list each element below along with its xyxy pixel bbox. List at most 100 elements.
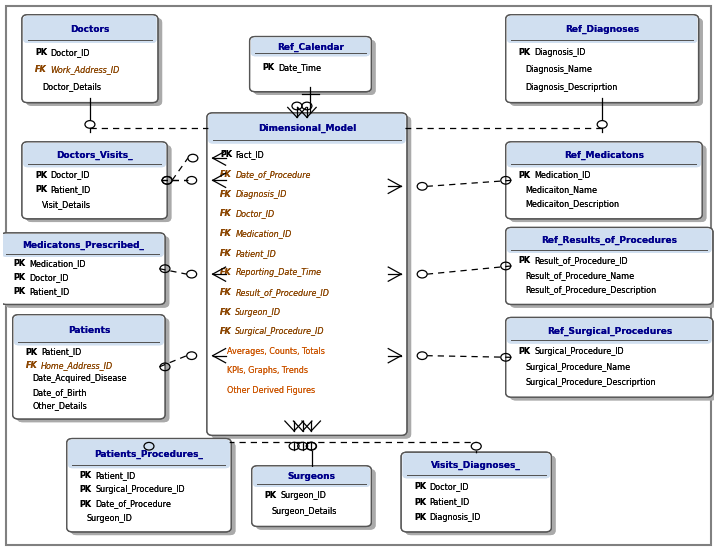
Text: Result_of_Procedure_ID: Result_of_Procedure_ID <box>534 256 628 265</box>
Text: Diagnosis_Descriprtion: Diagnosis_Descriprtion <box>526 83 618 91</box>
Text: Other Derived Figures: Other Derived Figures <box>227 386 315 395</box>
Text: KPIs, Graphs, Trends: KPIs, Graphs, Trends <box>227 366 308 375</box>
Text: Doctor_ID: Doctor_ID <box>429 482 469 491</box>
Text: PK: PK <box>414 513 426 522</box>
FancyBboxPatch shape <box>27 18 162 106</box>
FancyBboxPatch shape <box>71 442 235 535</box>
Text: Ref_Medicatons: Ref_Medicatons <box>564 150 644 160</box>
FancyBboxPatch shape <box>254 40 376 95</box>
Text: Surgical_Procedure_Descriprtion: Surgical_Procedure_Descriprtion <box>526 378 656 387</box>
FancyBboxPatch shape <box>68 440 229 468</box>
FancyBboxPatch shape <box>505 15 698 102</box>
Text: Surgical_Procedure_ID: Surgical_Procedure_ID <box>95 485 185 494</box>
Text: Doctor_ID: Doctor_ID <box>50 171 90 180</box>
FancyBboxPatch shape <box>252 466 371 526</box>
Text: Home_Address_ID: Home_Address_ID <box>41 361 113 370</box>
Text: Result_of_Procedure_ID: Result_of_Procedure_ID <box>534 256 628 265</box>
Text: PK: PK <box>26 348 37 356</box>
Text: Surgeon_ID: Surgeon_ID <box>235 307 281 316</box>
FancyBboxPatch shape <box>507 143 701 168</box>
Text: Visit_Details: Visit_Details <box>42 200 91 209</box>
Text: Work_Address_ID: Work_Address_ID <box>50 66 120 74</box>
Text: Surgeon_ID: Surgeon_ID <box>235 307 281 316</box>
FancyBboxPatch shape <box>510 321 717 401</box>
Text: PK: PK <box>14 273 25 282</box>
FancyBboxPatch shape <box>27 145 171 222</box>
Text: Result_of_Procedure_ID: Result_of_Procedure_ID <box>235 288 329 297</box>
Text: FK: FK <box>220 209 232 218</box>
Text: FK: FK <box>220 209 232 218</box>
FancyBboxPatch shape <box>13 315 165 419</box>
Text: Diagnosis_Name: Diagnosis_Name <box>526 66 592 74</box>
Text: Ref_Medicatons: Ref_Medicatons <box>564 150 644 160</box>
FancyBboxPatch shape <box>24 16 156 43</box>
Text: PK: PK <box>414 482 426 491</box>
Text: FK: FK <box>220 327 232 336</box>
Text: Other Derived Figures: Other Derived Figures <box>227 386 315 395</box>
Text: Patient_ID: Patient_ID <box>95 471 136 480</box>
Text: Date_of_Procedure: Date_of_Procedure <box>235 170 310 179</box>
Text: Ref_Surgical_Procedures: Ref_Surgical_Procedures <box>546 327 672 336</box>
FancyBboxPatch shape <box>1 233 165 304</box>
Text: Medication_ID: Medication_ID <box>29 260 85 268</box>
Text: PK: PK <box>35 186 47 195</box>
Text: FK: FK <box>220 170 232 179</box>
FancyBboxPatch shape <box>13 315 165 419</box>
Text: Date_Time: Date_Time <box>278 63 321 72</box>
Text: Date_of_Procedure: Date_of_Procedure <box>235 170 310 179</box>
Text: Surgeons: Surgeons <box>288 472 336 482</box>
FancyBboxPatch shape <box>5 236 169 307</box>
Text: PK: PK <box>14 287 25 296</box>
Text: FK: FK <box>26 361 37 370</box>
FancyBboxPatch shape <box>402 452 551 532</box>
Text: Result_of_Procedure_Name: Result_of_Procedure_Name <box>526 271 635 280</box>
FancyBboxPatch shape <box>212 116 411 439</box>
Text: Patient_ID: Patient_ID <box>50 186 90 195</box>
Text: PK: PK <box>414 482 426 491</box>
Text: Dimensional_Model: Dimensional_Model <box>258 124 356 133</box>
Text: PK: PK <box>14 260 25 268</box>
FancyBboxPatch shape <box>505 317 713 397</box>
Text: Date_of_Birth: Date_of_Birth <box>33 388 87 397</box>
Text: Ref_Results_of_Procedures: Ref_Results_of_Procedures <box>541 236 678 245</box>
Text: PK: PK <box>14 273 25 282</box>
Text: Doctors: Doctors <box>70 25 110 34</box>
FancyBboxPatch shape <box>252 466 371 526</box>
FancyBboxPatch shape <box>207 113 407 435</box>
FancyBboxPatch shape <box>14 316 163 345</box>
Text: PK: PK <box>414 513 426 522</box>
Text: FK: FK <box>220 288 232 297</box>
FancyBboxPatch shape <box>2 234 163 257</box>
Text: Date_Acquired_Disease: Date_Acquired_Disease <box>33 375 127 383</box>
FancyBboxPatch shape <box>256 469 376 530</box>
FancyBboxPatch shape <box>507 229 711 253</box>
FancyBboxPatch shape <box>510 18 703 106</box>
FancyBboxPatch shape <box>24 143 166 168</box>
Text: Reporting_Date_Time: Reporting_Date_Time <box>235 268 321 277</box>
Text: Patient_ID: Patient_ID <box>429 498 470 506</box>
FancyBboxPatch shape <box>253 467 370 487</box>
FancyBboxPatch shape <box>510 321 717 401</box>
Text: PK: PK <box>518 347 531 356</box>
Text: Doctors: Doctors <box>70 25 110 34</box>
Text: Doctor_ID: Doctor_ID <box>29 273 69 282</box>
Text: Date_of_Procedure: Date_of_Procedure <box>95 500 171 509</box>
Text: Diagnosis_ID: Diagnosis_ID <box>429 513 481 522</box>
Text: Diagnosis_ID: Diagnosis_ID <box>534 48 586 57</box>
Text: FK: FK <box>220 327 232 336</box>
Text: FK: FK <box>220 307 232 316</box>
FancyBboxPatch shape <box>507 16 697 43</box>
Text: FK: FK <box>35 66 47 74</box>
FancyBboxPatch shape <box>68 440 229 468</box>
Text: PK: PK <box>35 186 47 195</box>
Text: Medicaiton_Name: Medicaiton_Name <box>526 186 598 195</box>
Text: Medicaiton_Description: Medicaiton_Description <box>526 200 619 209</box>
FancyBboxPatch shape <box>209 114 405 143</box>
Text: Patient_ID: Patient_ID <box>29 287 70 296</box>
FancyBboxPatch shape <box>250 36 371 91</box>
FancyBboxPatch shape <box>505 15 698 102</box>
FancyBboxPatch shape <box>256 469 376 530</box>
Text: FK: FK <box>220 190 232 199</box>
Text: Medication_ID: Medication_ID <box>235 229 292 238</box>
FancyBboxPatch shape <box>510 18 703 106</box>
